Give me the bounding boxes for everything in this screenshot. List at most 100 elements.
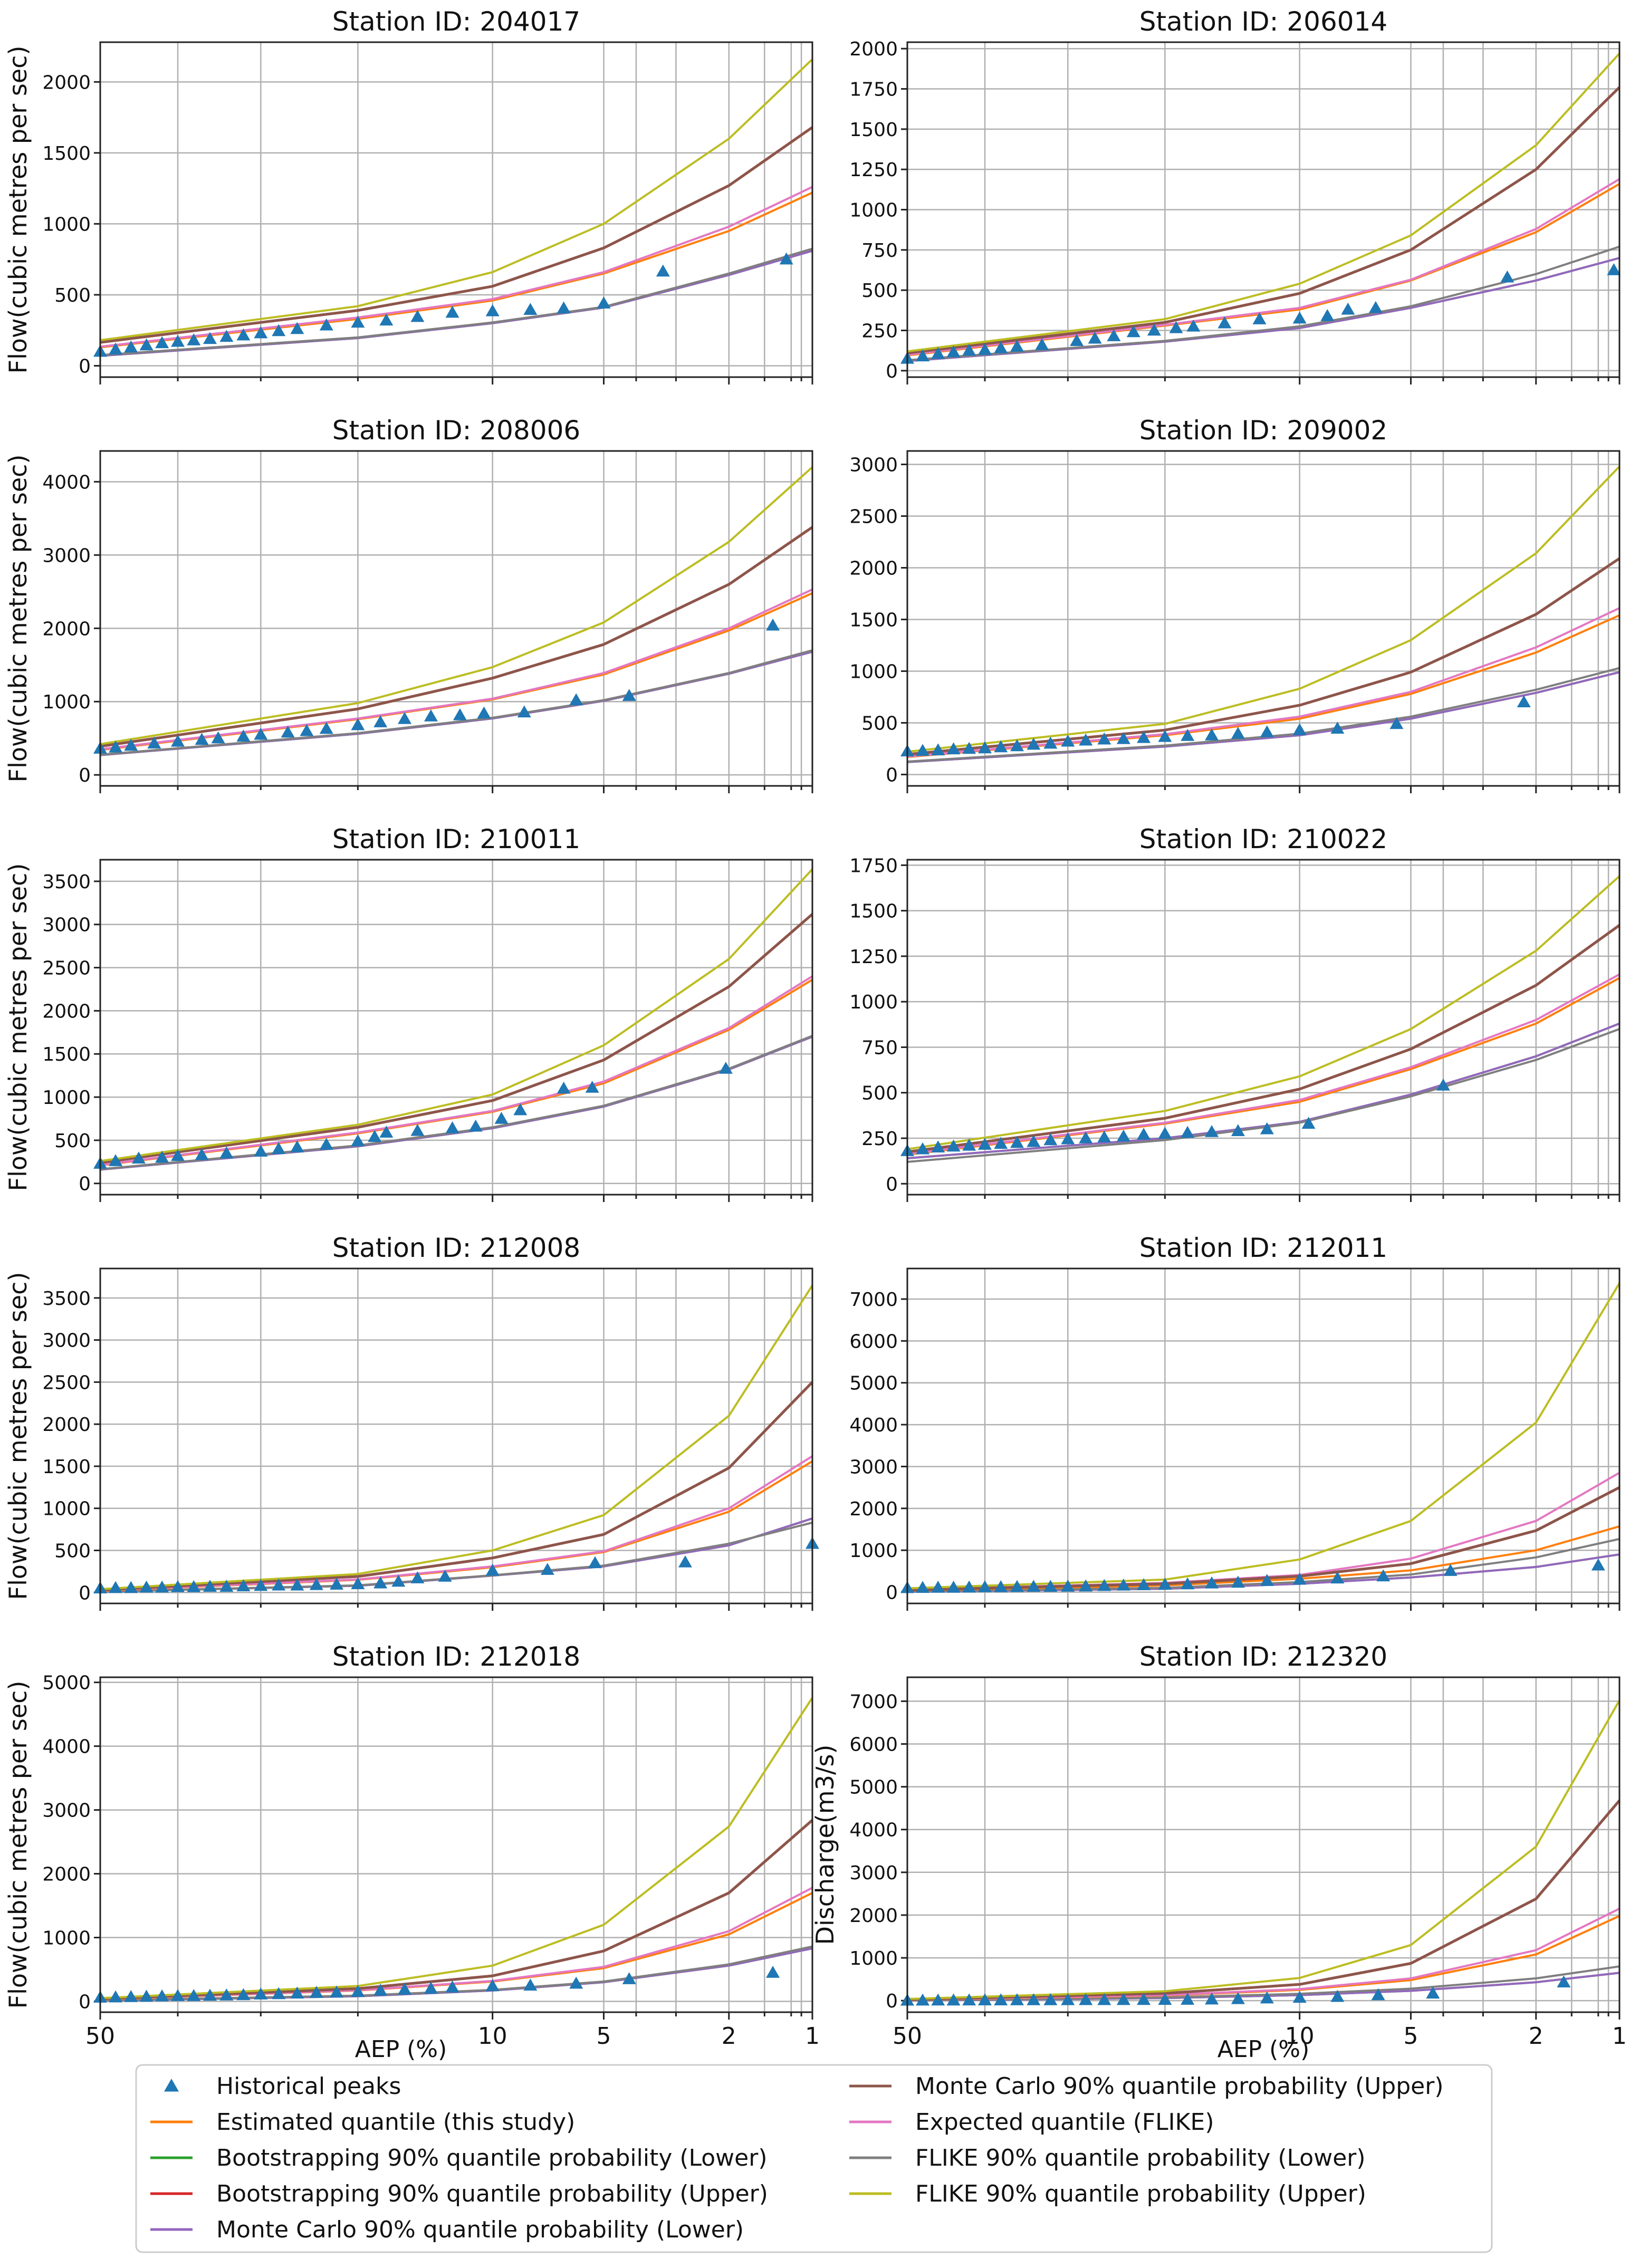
historical-peak-marker [1010,339,1024,352]
historical-peak-marker [351,315,365,328]
historical-peak-marker [485,304,500,316]
historical-peak-marker [494,1111,509,1124]
historical-peak-marker [1043,1993,1058,2005]
historical-peak-marker [272,324,286,337]
historical-peak-marker [391,1574,406,1587]
y-tick-label: 3000 [42,1800,91,1822]
y-tick-label: 4000 [42,472,91,493]
historical-peak-marker [1181,1993,1195,2005]
historical-peak-marker [281,725,295,738]
historical-peak-marker [1043,1580,1058,1592]
series-line-mcU [907,86,1621,354]
historical-peak-marker [1070,334,1084,347]
x-tick-label: 1 [805,2023,820,2050]
historical-peak-marker [1158,1578,1172,1590]
historical-peak-marker [1137,1128,1151,1140]
historical-peak-marker [1010,739,1024,752]
series-line-mcU [907,557,1621,756]
historical-peak-marker [1027,1580,1041,1592]
historical-peak-marker [1500,270,1514,283]
historical-peak-marker [1205,1576,1219,1589]
historical-peak-marker [330,1985,344,1998]
historical-peak-marker [1341,302,1355,315]
y-tick-label: 6000 [849,1734,898,1756]
historical-peak-marker [1137,1578,1151,1590]
historical-peak-marker [946,345,961,358]
historical-peak-marker [124,1581,138,1593]
historical-peak-marker [187,1989,201,2001]
historical-peak-marker [485,1563,500,1576]
y-tick-label: 0 [886,1582,898,1604]
chart-panel: Station ID: 212011 0 1000 2000 3000 4000 5000 6… [849,1233,1621,1611]
series-line-flikeU [907,1282,1621,1590]
historical-peak-marker [1205,1992,1219,2005]
y-tick-label: 1500 [849,901,898,922]
historical-peak-marker [1252,312,1267,324]
historical-peak-marker [1043,1133,1058,1146]
historical-peak-marker [131,1151,146,1164]
plot-frame [99,1676,813,2013]
chart-title: Station ID: 212320 [1139,1641,1388,1672]
y-tick-label: 0 [886,764,898,786]
plot-area [907,451,1619,786]
series-line-flike [100,975,813,1166]
plot-area [100,1677,812,2012]
historical-peak-marker [517,705,531,718]
x-tick-label: 50 [85,2023,115,2050]
y-tick-label: 500 [861,280,898,302]
y-tick-label: 3000 [42,1330,91,1352]
chart-panel: Station ID: 212018 0 1000 2000 3000 4000 5000 5… [4,1641,820,2050]
historical-peak-marker [962,1580,976,1593]
historical-peak-marker [485,1979,500,1992]
x-axis-label-left: AEP (%) [355,2036,447,2063]
historical-peak-marker [1330,722,1345,734]
historical-peak-marker [155,1150,169,1163]
historical-peak-marker [1010,1993,1024,2005]
chart-panel: Station ID: 208006 0 1000 2000 3000 4000 Flow(… [4,415,813,793]
historical-peak-marker [468,1119,483,1132]
series-line-flikeU [100,1697,813,2000]
historical-peak-marker [155,1580,169,1593]
series-line-flikeL [907,245,1620,361]
historical-peak-marker [187,333,201,345]
plot-frame [906,450,1621,787]
y-tick-label: 2500 [42,1372,91,1394]
historical-peak-marker [124,340,138,353]
historical-peak-marker [523,1978,538,1991]
historical-peak-marker [171,1149,185,1161]
y-tick-label: 7000 [849,1289,898,1311]
historical-peak-marker [962,1993,976,2006]
historical-peak-marker [1027,737,1041,750]
y-tick-label: 2000 [849,39,898,60]
historical-peak-marker [1260,1122,1274,1135]
series-line-flikeL [907,667,1620,763]
series-line-flikeU [100,58,813,341]
historical-peak-marker [931,743,945,756]
historical-peak-marker [1292,1572,1307,1585]
series-line-mcU [100,1381,813,1591]
plot-frame [906,1267,1621,1604]
historical-peak-marker [978,343,992,355]
historical-peak-marker [994,1993,1008,2005]
y-tick-label: 1000 [42,214,91,235]
historical-peak-marker [1116,1129,1130,1142]
historical-peak-marker [319,318,333,331]
plot-frame [906,859,1621,1196]
historical-peak-marker [557,1081,571,1094]
chart-title: Station ID: 212008 [332,1233,581,1263]
historical-peak-marker [1061,1132,1075,1145]
historical-peak-marker [319,1138,333,1150]
historical-peak-marker [1097,1579,1111,1591]
y-tick-label: 3000 [849,1456,898,1478]
plot-area [100,860,812,1195]
historical-peak-marker [290,1986,304,1999]
historical-peak-marker [1116,1993,1130,2005]
x-tick-label: 50 [893,2023,922,2050]
historical-peak-marker [373,715,388,727]
historical-peak-marker [1097,1993,1111,2005]
y-tick-label: 2000 [42,72,91,93]
historical-peak-marker [1137,1993,1151,2005]
historical-peak-marker [219,1146,234,1159]
series-line-flikeU [907,53,1621,353]
historical-peak-marker [994,1137,1008,1149]
